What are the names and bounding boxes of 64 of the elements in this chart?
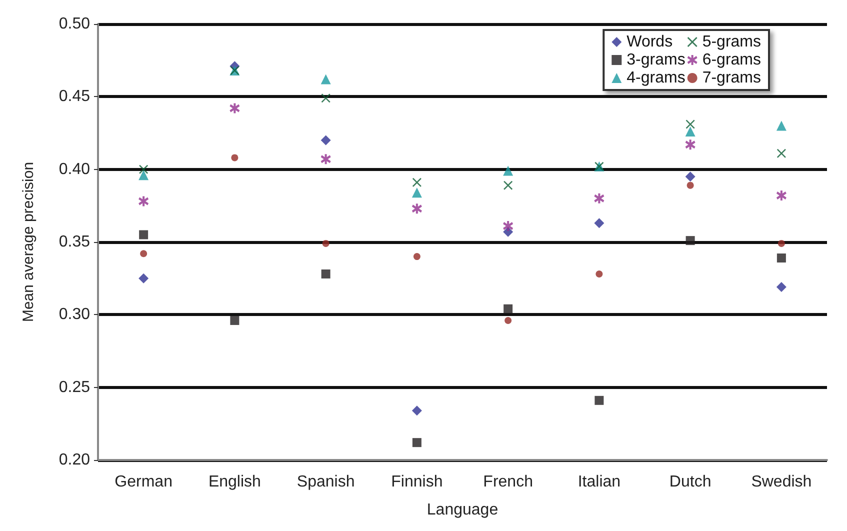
point bbox=[320, 74, 331, 84]
point bbox=[778, 240, 785, 247]
point bbox=[320, 135, 331, 146]
point bbox=[685, 140, 696, 150]
point bbox=[776, 190, 786, 200]
point bbox=[139, 164, 148, 174]
point bbox=[138, 273, 149, 284]
point bbox=[504, 316, 512, 324]
point bbox=[230, 316, 240, 325]
point bbox=[504, 180, 513, 190]
point bbox=[321, 269, 330, 278]
y-tick-label: 0.20 bbox=[58, 452, 90, 468]
y-tick-label: 0.45 bbox=[58, 88, 90, 106]
point bbox=[138, 196, 149, 206]
point bbox=[320, 154, 331, 164]
legend-label: 7-grams bbox=[702, 70, 762, 86]
point bbox=[138, 170, 149, 180]
point bbox=[686, 236, 695, 246]
y-tick-label: 0.40 bbox=[58, 160, 90, 178]
point bbox=[321, 94, 330, 103]
point bbox=[412, 204, 422, 214]
legend-label: 4-grams bbox=[626, 70, 686, 86]
x-tick-label: Italian bbox=[578, 474, 621, 490]
point bbox=[685, 172, 696, 182]
point bbox=[412, 178, 422, 187]
point bbox=[504, 304, 513, 314]
point bbox=[594, 396, 604, 405]
point bbox=[686, 182, 694, 189]
point bbox=[322, 240, 330, 247]
legend-label: Words bbox=[626, 34, 673, 50]
point bbox=[776, 120, 786, 131]
point bbox=[412, 188, 422, 198]
x-tick-label: German bbox=[114, 474, 172, 490]
point bbox=[594, 193, 604, 204]
x-tick-label: French bbox=[483, 474, 533, 490]
point bbox=[776, 282, 786, 292]
point bbox=[776, 253, 786, 262]
point bbox=[503, 166, 514, 176]
point bbox=[412, 438, 422, 448]
legend-label: 6-grams bbox=[702, 52, 762, 68]
y-tick-label: 0.25 bbox=[58, 378, 90, 396]
point bbox=[594, 218, 604, 228]
point bbox=[230, 103, 240, 114]
point bbox=[413, 253, 420, 260]
legend-label: 5-grams bbox=[702, 34, 762, 50]
point bbox=[503, 221, 514, 232]
y-tick-label: 0.30 bbox=[58, 306, 90, 324]
legend-label: 3-grams bbox=[626, 52, 686, 68]
point bbox=[139, 230, 148, 240]
y-tick-label: 0.35 bbox=[58, 234, 90, 250]
x-axis-title: Language bbox=[426, 502, 498, 518]
point bbox=[685, 126, 696, 137]
point bbox=[140, 250, 148, 258]
x-tick-label: English bbox=[208, 474, 261, 490]
x-tick-label: Finnish bbox=[391, 474, 443, 490]
point bbox=[412, 406, 422, 416]
x-tick-label: Swedish bbox=[751, 474, 812, 490]
x-tick-label: Spanish bbox=[296, 474, 355, 490]
y-tick-label: 0.50 bbox=[58, 16, 90, 32]
x-tick-label: Dutch bbox=[669, 474, 712, 490]
point bbox=[231, 154, 238, 162]
point bbox=[776, 148, 786, 158]
point bbox=[596, 270, 603, 278]
y-axis-title: Mean average precision bbox=[20, 162, 37, 322]
